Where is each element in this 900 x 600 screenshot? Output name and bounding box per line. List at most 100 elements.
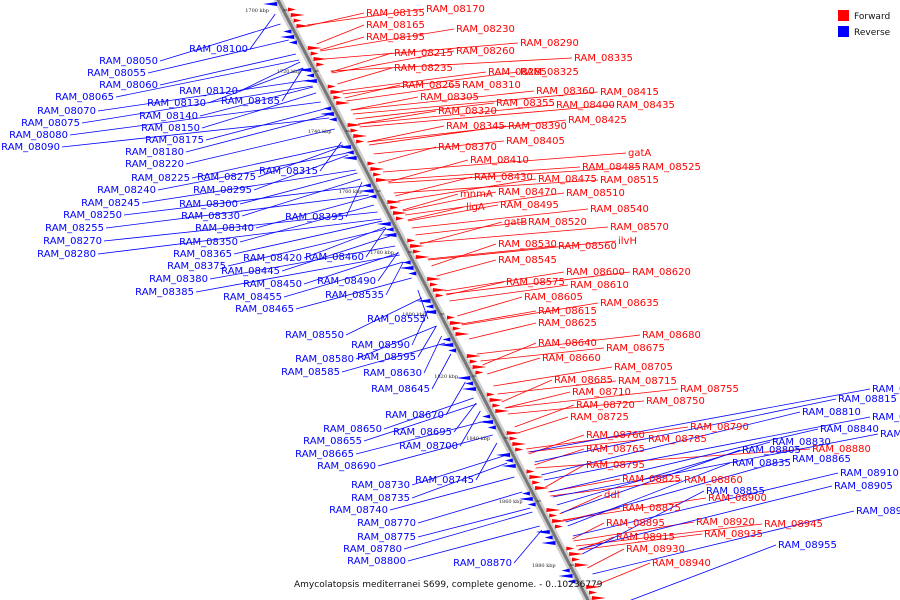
reverse-leader-line — [233, 220, 383, 255]
forward-gene-arrow — [407, 238, 416, 243]
kbp-tick-label: 1880 kbp — [532, 563, 556, 569]
forward-leader-line — [316, 24, 365, 45]
forward-leader-line — [504, 388, 679, 409]
reverse-leader-line — [191, 144, 344, 179]
forward-gene-label: RAM_08400 — [556, 100, 615, 111]
forward-gene-label: RAM_08305 — [420, 92, 479, 103]
reverse-gene-arrow — [439, 343, 454, 347]
forward-gene-arrow — [566, 546, 575, 551]
forward-leader-line — [320, 28, 455, 52]
reverse-leader-line — [423, 335, 442, 374]
forward-gene-arrow — [586, 585, 601, 589]
reverse-leader-line — [417, 491, 523, 524]
forward-gene-arrow — [287, 7, 296, 12]
forward-gene-arrow — [310, 51, 319, 56]
forward-leader-line — [342, 71, 519, 95]
forward-leader-line — [572, 522, 605, 540]
reverse-gene-arrow — [527, 502, 536, 507]
forward-gene-arrow — [492, 403, 501, 408]
forward-leader-line — [596, 562, 651, 586]
forward-gene-label: RAM_08560 — [558, 241, 617, 252]
forward-leader-line — [402, 193, 459, 211]
reverse-gene-label: RAM_08130 — [147, 98, 206, 109]
forward-gene-arrow — [574, 563, 589, 567]
forward-gene-arrow — [370, 167, 385, 171]
reverse-leader-line — [411, 462, 508, 499]
reverse-leader-line — [345, 297, 423, 336]
forward-gene-label: RAM_08880 — [812, 444, 871, 455]
forward-gene-arrow — [472, 365, 487, 369]
reverse-gene-label: RAM_08255 — [45, 223, 104, 234]
forward-leader-line — [445, 271, 631, 295]
reverse-gene-label: RAM_08695 — [393, 427, 452, 438]
reverse-gene-label: RAM_08460 — [305, 252, 364, 263]
reverse-gene-arrow — [362, 183, 371, 188]
forward-gene-arrow — [486, 392, 495, 397]
reverse-leader-line — [159, 23, 281, 62]
forward-gene-label: RAM_08615 — [538, 306, 597, 317]
forward-gene-label: RAM_08635 — [600, 298, 659, 309]
forward-gene-arrow — [350, 128, 359, 133]
forward-gene-arrow — [353, 134, 368, 138]
forward-gene-arrow — [432, 288, 447, 292]
reverse-gene-arrow — [535, 530, 550, 534]
forward-leader-line — [358, 110, 437, 125]
reverse-gene-label: RAM_08300 — [179, 199, 238, 210]
forward-leader-line — [527, 438, 647, 453]
forward-gene-arrow — [390, 205, 399, 210]
reverse-gene-label: RAM_08375 — [167, 261, 226, 272]
reverse-leader-line — [345, 181, 363, 218]
forward-gene-label: RAM_08520 — [528, 217, 587, 228]
reverse-gene-label: RAM_08330 — [181, 211, 240, 222]
forward-leader-line — [587, 548, 625, 569]
forward-gene-arrow — [526, 469, 535, 474]
reverse-gene-arrow — [359, 189, 374, 193]
reverse-leader-line — [407, 525, 540, 562]
reverse-gene-label: RAM_08090 — [1, 142, 60, 153]
forward-gene-label: RAM_08755 — [680, 384, 739, 395]
forward-gene-arrow — [307, 46, 322, 50]
forward-gene-label: RAM_08710 — [572, 387, 631, 398]
kbp-tick-label: 1820 kbp — [434, 374, 458, 380]
reverse-gene-label: RAM_08830 — [772, 437, 831, 448]
reverse-gene-arrow — [448, 348, 457, 353]
forward-leader-line — [482, 342, 537, 366]
forward-leader-line — [373, 140, 505, 155]
forward-gene-arrow — [529, 475, 544, 479]
forward-leader-line — [330, 57, 573, 72]
forward-gene-arrow — [336, 101, 351, 105]
reverse-leader-line — [283, 261, 404, 298]
reverse-gene-label: RAM_08270 — [43, 236, 102, 247]
forward-gene-label: RAM_08725 — [570, 412, 629, 423]
forward-gene-label: RAM_08570 — [610, 222, 669, 233]
reverse-leader-line — [513, 529, 543, 564]
forward-gene-arrow — [447, 315, 456, 320]
forward-gene-arrow — [333, 95, 342, 100]
reverse-gene-arrow — [280, 35, 295, 39]
forward-gene-arrow — [435, 293, 444, 298]
reverse-gene-label: RAM_08630 — [363, 368, 422, 379]
reverse-leader-line — [534, 398, 837, 463]
forward-gene-label: ligA — [466, 202, 485, 213]
reverse-leader-line — [249, 13, 276, 50]
forward-gene-label: RAM_08425 — [568, 115, 627, 126]
forward-gene-label: RAM_08310 — [462, 80, 521, 91]
forward-leader-line — [405, 192, 565, 216]
reverse-gene-label: RAM_08745 — [415, 475, 474, 486]
reverse-gene-label: RAM_08955 — [778, 540, 837, 551]
reverse-leader-line — [239, 204, 375, 243]
reverse-leader-line — [475, 442, 498, 481]
reverse-gene-label: RAM_08740 — [329, 505, 388, 516]
forward-leader-line — [469, 322, 537, 340]
reverse-gene-label: RAM_08295 — [193, 185, 252, 196]
legend-swatch-forward — [838, 10, 849, 21]
forward-gene-arrow — [466, 354, 481, 358]
reverse-leader-line — [257, 145, 344, 178]
reverse-gene-arrow — [482, 414, 491, 419]
reverse-gene-label: RAM_08075 — [21, 118, 80, 129]
forward-gene-label: RAM_08915 — [616, 532, 675, 543]
forward-leader-line — [386, 166, 581, 181]
forward-gene-label: RAM_08785 — [648, 434, 707, 445]
reverse-gene-arrow — [541, 541, 556, 545]
forward-gene-arrow — [356, 139, 365, 144]
